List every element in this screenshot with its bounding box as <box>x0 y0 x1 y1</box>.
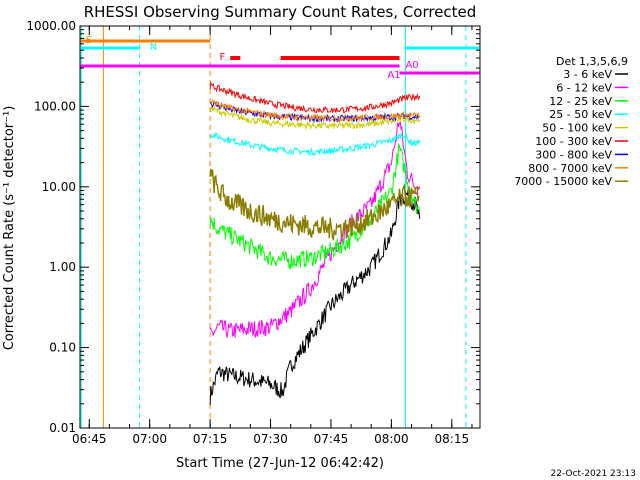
flag-label-a1: A1 <box>387 70 400 81</box>
y-tick-label: 0.10 <box>49 341 76 355</box>
y-tick-label: 100.00 <box>34 99 76 113</box>
legend-label: 100 - 300 keV <box>535 135 612 148</box>
x-tick-label: 06:45 <box>72 432 107 446</box>
flag-label-a0: A0 <box>405 60 418 71</box>
y-tick-label: 1000.00 <box>26 19 76 33</box>
footer-timestamp: 22-Oct-2021 23:13 <box>551 469 636 479</box>
plot-frame <box>79 25 481 429</box>
series-line-7000-15000kev <box>209 168 420 241</box>
legend-label: 25 - 50 keV <box>549 108 612 121</box>
x-axis: 06:45 07:00 07:15 07:30 07:45 08:00 08:15 <box>72 26 473 446</box>
series-line-3-6kev <box>209 186 421 405</box>
series-line-800-7000kev <box>209 98 421 123</box>
series-line-100-300kev <box>209 81 421 114</box>
legend-label: 800 - 7000 keV <box>528 162 612 175</box>
y-tick-label: 1.00 <box>49 260 76 274</box>
flag-label-f: F <box>220 52 226 63</box>
plot-series <box>209 81 421 405</box>
legend-title: Det 1,3,5,6,9 <box>556 55 628 68</box>
legend-label: 50 - 100 keV <box>542 122 612 135</box>
y-tick-label: 10.00 <box>42 180 76 194</box>
legend-label: 12 - 25 keV <box>549 95 612 108</box>
chart-title: RHESSI Observing Summary Count Rates, Co… <box>84 3 477 21</box>
x-tick-label: 08:15 <box>435 432 470 446</box>
series-line-12-25kev <box>209 143 421 270</box>
series-line-25-50kev <box>209 131 421 157</box>
flag-label-n: N <box>150 42 157 53</box>
legend-label: 3 - 6 keV <box>563 68 612 81</box>
y-tick-label: 0.01 <box>49 421 76 435</box>
flag-label-s: S <box>86 35 92 46</box>
y-axis-label: Corrected Count Rate (s⁻¹ detector⁻¹) <box>2 106 17 351</box>
x-tick-label: 07:30 <box>253 432 288 446</box>
legend-label: 300 - 800 keV <box>535 148 612 161</box>
series-line-50-100kev <box>209 105 421 131</box>
legend-label: 7000 - 15000 keV <box>514 175 612 188</box>
x-axis-label: Start Time (27-Jun-12 06:42:42) <box>176 456 384 471</box>
legend-label: 6 - 12 keV <box>556 81 612 94</box>
x-tick-label: 07:15 <box>193 432 228 446</box>
plot-decorations: S N F A0 A1 <box>80 26 480 428</box>
x-tick-label: 07:45 <box>314 432 349 446</box>
series-line-6-12kev <box>209 120 421 338</box>
y-axis: 1000.00 100.00 10.00 1.00 0.10 0.01 <box>26 19 480 435</box>
x-tick-label: 08:00 <box>374 432 409 446</box>
x-tick-label: 07:00 <box>132 432 167 446</box>
